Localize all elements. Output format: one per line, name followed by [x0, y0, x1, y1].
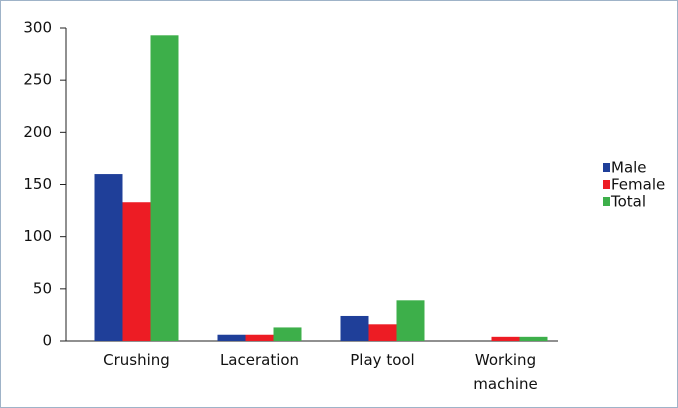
y-tick-label: 150 — [23, 175, 52, 193]
y-tick-label: 0 — [42, 332, 52, 350]
bar — [122, 202, 151, 341]
bar — [94, 174, 123, 341]
bar — [217, 334, 246, 341]
bar — [245, 334, 274, 341]
y-tick-label: 100 — [23, 227, 52, 245]
x-tick-label: Crushing — [103, 351, 170, 369]
legend-label: Female — [611, 176, 665, 194]
legend-label: Total — [610, 193, 646, 211]
bar — [519, 336, 548, 341]
bar — [273, 327, 302, 341]
legend-swatch — [603, 197, 610, 206]
x-tick-label: Laceration — [219, 351, 300, 369]
bar — [340, 315, 369, 341]
y-tick-label: 300 — [23, 19, 52, 37]
legend-swatch — [603, 163, 610, 172]
bar — [150, 35, 179, 341]
legend-swatch — [603, 180, 610, 189]
bar — [396, 300, 425, 341]
y-tick-label: 50 — [33, 279, 52, 297]
x-tick-label: Working machine — [473, 351, 538, 393]
y-tick-label: 250 — [23, 71, 52, 89]
bar — [368, 324, 397, 341]
x-tick-label: Play tool — [350, 351, 415, 369]
y-tick-label: 200 — [23, 123, 52, 141]
bar — [491, 336, 520, 341]
legend-label: Male — [611, 159, 647, 177]
